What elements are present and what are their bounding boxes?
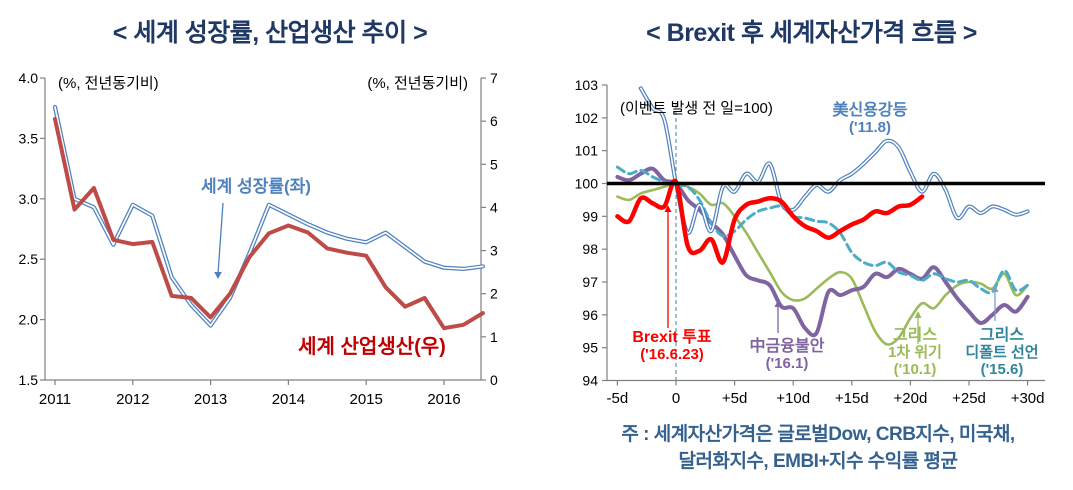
- svg-text:+5d: +5d: [722, 390, 747, 407]
- annotation-greece2-line1: 그리스: [979, 327, 1025, 344]
- annotation-brexit-line2: ('16.6.23): [640, 346, 704, 363]
- annotation-brexit-line1: Brexit 투표: [632, 329, 712, 346]
- svg-text:7: 7: [490, 70, 498, 86]
- svg-text:1: 1: [490, 329, 498, 345]
- annotation-greece2-line2: 디폴트 선언: [965, 344, 1039, 361]
- world-growth-series-label: 세계 성장률(좌): [201, 177, 311, 196]
- svg-text:100: 100: [575, 176, 599, 192]
- footnote-line2: 달러화지수, EMBI+지수 수익률 평균: [678, 451, 958, 472]
- annotation-china-line1: 中금융불안: [749, 338, 825, 355]
- annotation-greece2-line3: ('15.6): [980, 361, 1024, 378]
- svg-text:101: 101: [575, 143, 599, 159]
- annotation-china-financial-unrest: 中금융불안 ('16.1): [707, 338, 867, 372]
- svg-text:+10d: +10d: [776, 390, 810, 407]
- svg-text:2016: 2016: [427, 391, 460, 408]
- svg-text:2014: 2014: [272, 391, 305, 408]
- svg-text:2015: 2015: [350, 391, 383, 408]
- svg-text:97: 97: [582, 274, 598, 290]
- svg-text:95: 95: [582, 340, 598, 356]
- left-chart-right-axis-unit: (%, 전년동기비): [367, 75, 468, 92]
- svg-text:2.0: 2.0: [19, 312, 39, 328]
- svg-text:+25d: +25d: [952, 390, 986, 407]
- annotation-greece1-line2: 1차 위기: [888, 344, 942, 361]
- right-chart-axis-unit: (이벤트 발생 전 일=100): [620, 100, 773, 117]
- svg-text:6: 6: [490, 113, 498, 129]
- svg-text:-5d: -5d: [607, 390, 629, 407]
- right-chart-title: < Brexit 후 세계자산가격 흐름 >: [646, 19, 977, 47]
- svg-text:4: 4: [490, 199, 498, 215]
- svg-text:1.5: 1.5: [19, 372, 39, 388]
- svg-text:0: 0: [490, 372, 498, 388]
- svg-text:3: 3: [490, 243, 498, 259]
- annotation-brexit-vote: Brexit 투표 ('16.6.23): [597, 329, 747, 363]
- svg-text:2011: 2011: [39, 391, 71, 408]
- annotation-greece1-line3: ('10.1): [893, 361, 937, 378]
- svg-text:+30d: +30d: [1011, 390, 1045, 407]
- annotation-china-line2: ('16.1): [765, 355, 809, 372]
- svg-text:2013: 2013: [194, 391, 227, 408]
- svg-text:103: 103: [575, 77, 599, 93]
- annotation-greece1-line1: 그리스: [892, 327, 938, 344]
- svg-text:2.5: 2.5: [19, 251, 39, 267]
- svg-text:2012: 2012: [116, 391, 149, 408]
- svg-text:5: 5: [490, 156, 498, 172]
- svg-text:94: 94: [582, 373, 598, 389]
- annotation-greece-first-crisis: 그리스 1차 위기 ('10.1): [855, 327, 975, 378]
- svg-text:98: 98: [582, 241, 598, 257]
- svg-text:96: 96: [582, 307, 598, 323]
- annotation-greece-default: 그리스 디폴트 선언 ('15.6): [932, 327, 1072, 378]
- svg-text:+20d: +20d: [894, 390, 928, 407]
- svg-text:4.0: 4.0: [19, 70, 39, 86]
- svg-text:0: 0: [672, 390, 680, 407]
- world-industrial-production-series-label: 세계 산업생산(우): [298, 336, 446, 358]
- annotation-us-credit-downgrade: 美신용강등 ('11.8): [795, 102, 945, 136]
- svg-text:102: 102: [575, 110, 599, 126]
- footnote: 주 : 세계자산가격은 글로벌Dow, CRB지수, 미국채, 달러화지수, E…: [563, 421, 1073, 475]
- svg-text:3.5: 3.5: [19, 130, 39, 146]
- svg-text:+15d: +15d: [835, 390, 869, 407]
- footnote-line1: 주 : 세계자산가격은 글로벌Dow, CRB지수, 미국채,: [621, 424, 1015, 445]
- svg-text:3.0: 3.0: [19, 191, 39, 207]
- svg-text:99: 99: [582, 208, 598, 224]
- annotation-us-line1: 美신용강등: [832, 102, 908, 119]
- annotation-us-line2: ('11.8): [849, 119, 891, 136]
- svg-text:2: 2: [490, 286, 498, 302]
- left-chart-left-axis-unit: (%, 전년동기비): [58, 75, 159, 92]
- left-chart-title: < 세계 성장률, 산업생산 추이 >: [112, 19, 428, 47]
